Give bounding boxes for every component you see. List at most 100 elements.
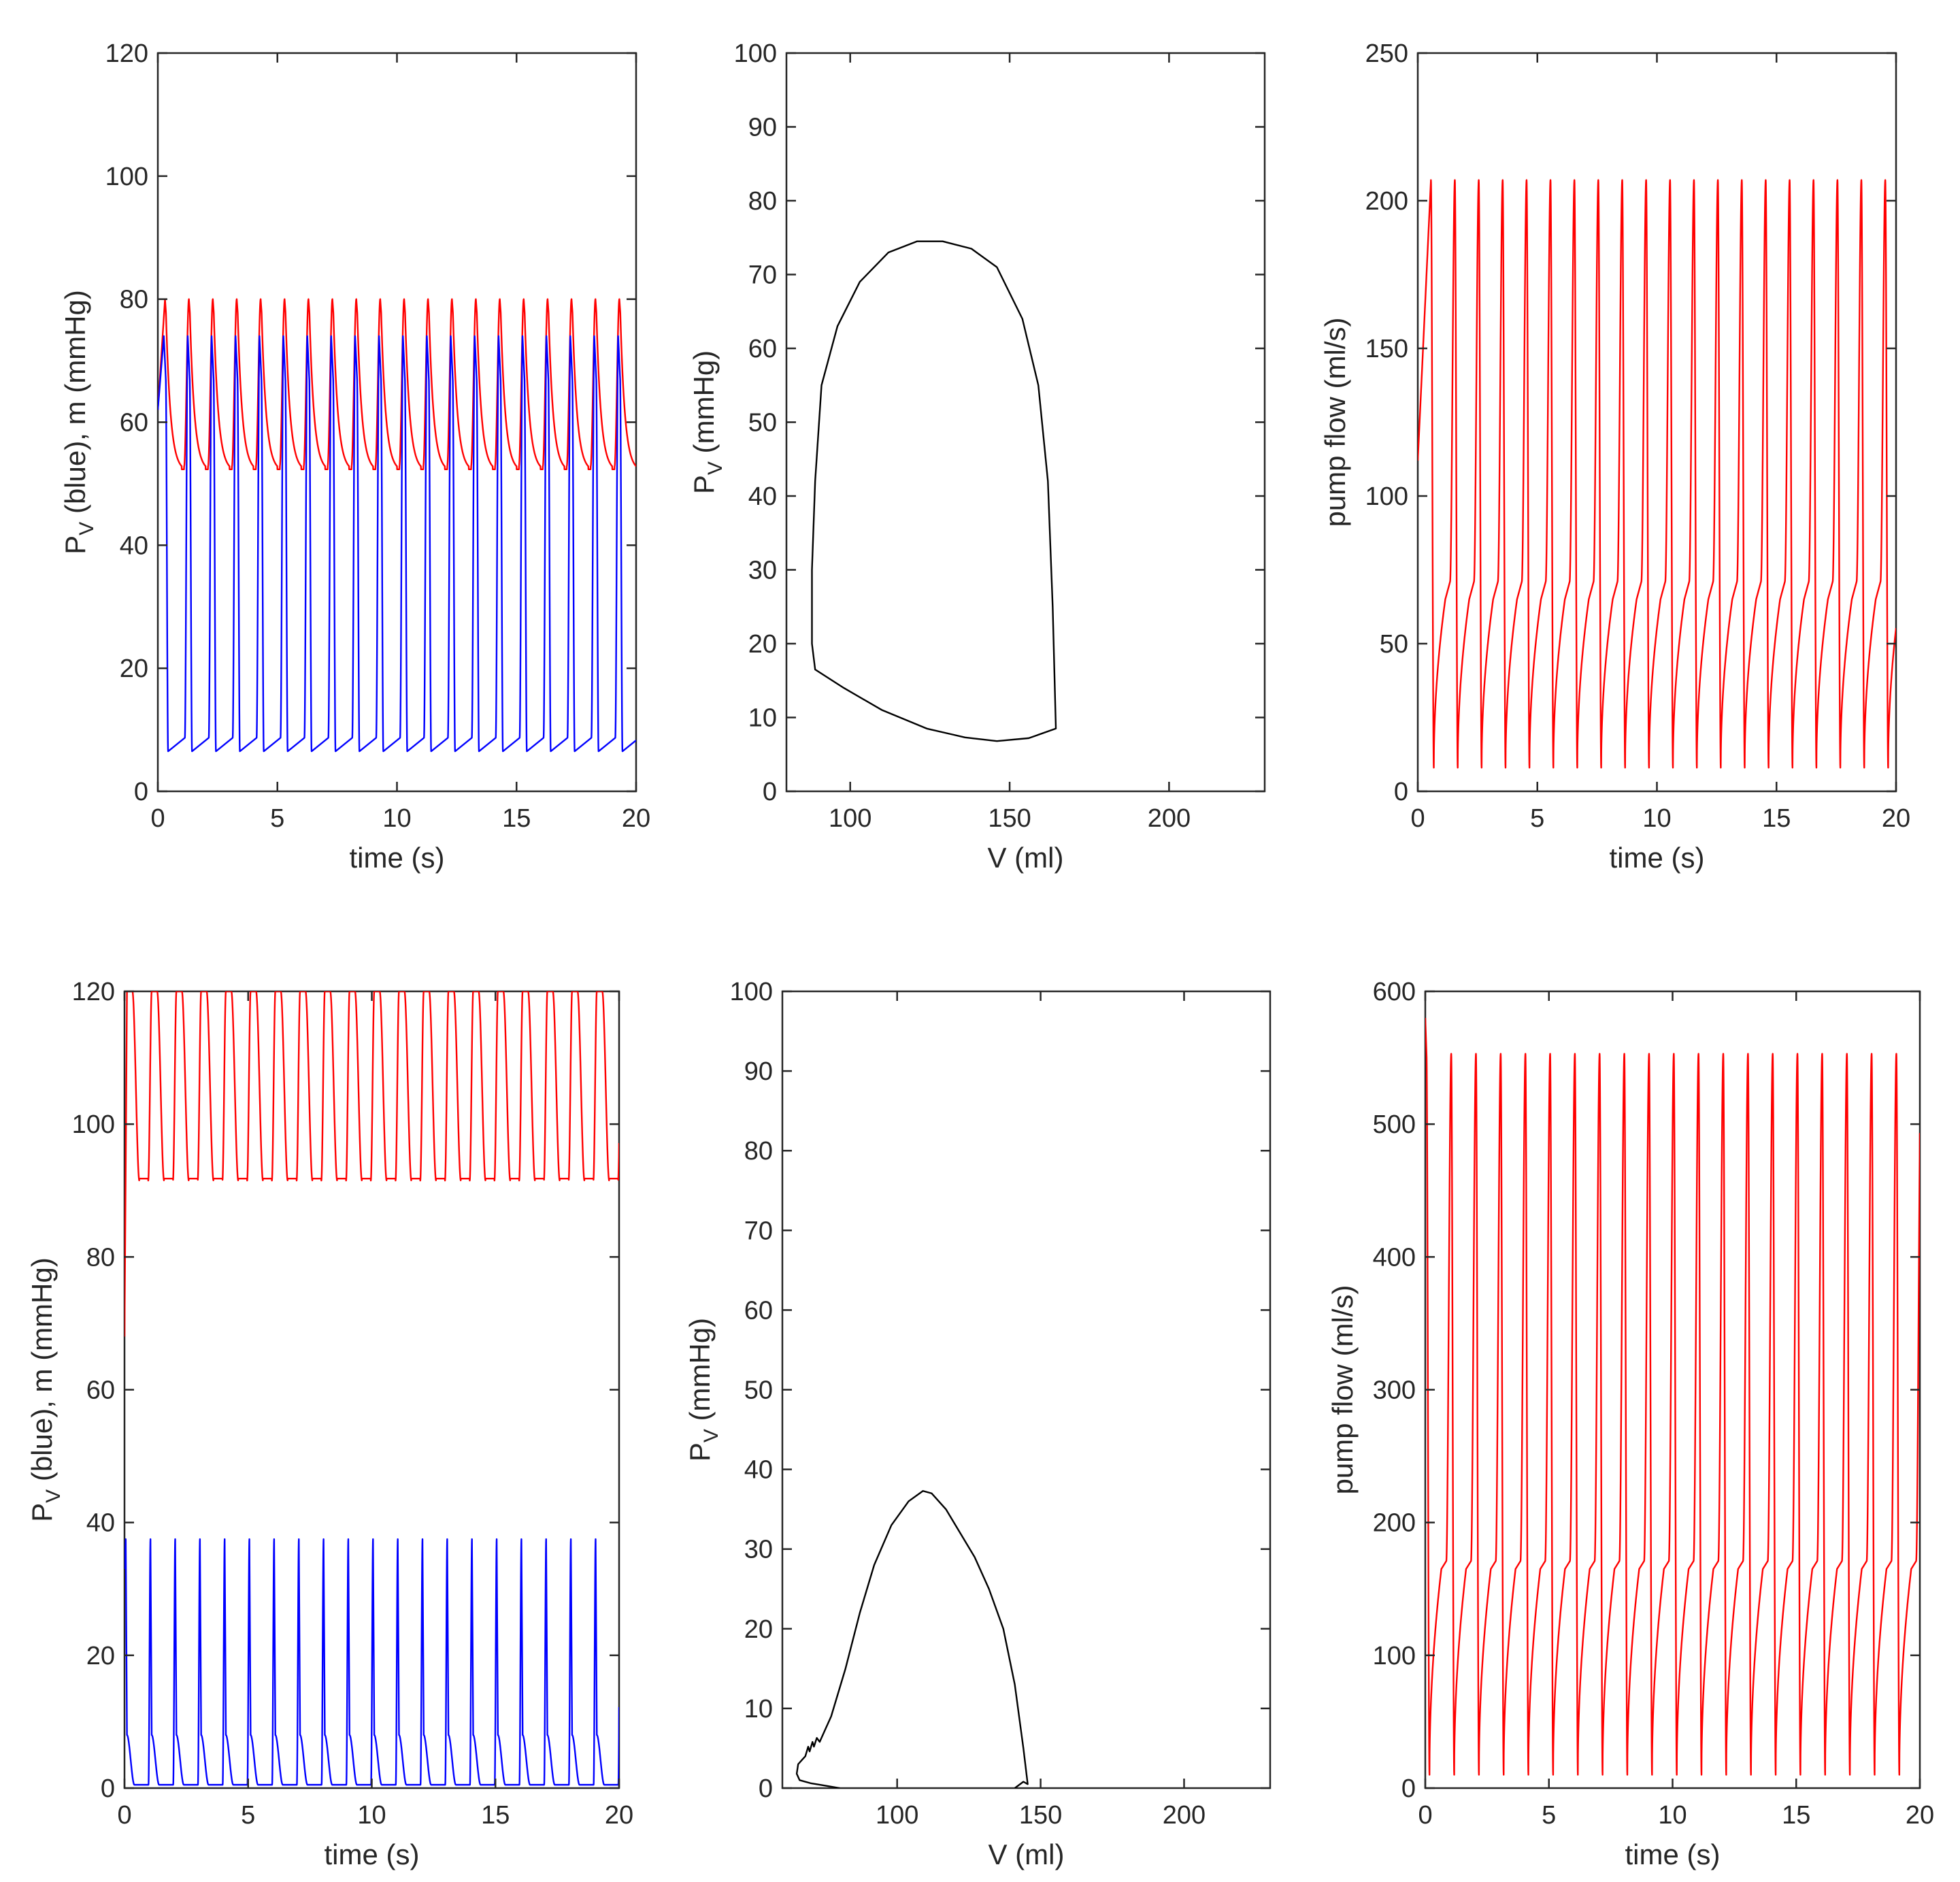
y-tick-label: 250 bbox=[1365, 39, 1408, 68]
y-tick-label: 70 bbox=[748, 261, 777, 290]
y-tick-label: 50 bbox=[1380, 630, 1408, 659]
y-tick-label: 30 bbox=[748, 557, 777, 585]
x-axis-title: time (s) bbox=[1610, 842, 1705, 874]
x-axis-title: V (ml) bbox=[989, 1838, 1065, 1870]
y-axis-title: PV (mmHg) bbox=[684, 1318, 722, 1462]
x-tick-label: 20 bbox=[1882, 804, 1910, 833]
y-axis-title: PV (blue), m (mmHg) bbox=[59, 290, 98, 555]
series-line-1 bbox=[1418, 179, 1896, 769]
x-tick-label: 10 bbox=[357, 1801, 386, 1830]
series-line-1 bbox=[811, 240, 1057, 742]
x-tick-label: 5 bbox=[241, 1801, 255, 1830]
series-line-1 bbox=[124, 991, 619, 1337]
x-tick-label: 150 bbox=[1019, 1801, 1062, 1830]
subplot-pv-loop-bottom: 100 150 200 0 10 20 30 40 50 60 70 80 90 100 V (ml) PV … bbox=[684, 978, 1272, 1870]
series-line-1 bbox=[1425, 1017, 1920, 1776]
x-tick-label: 10 bbox=[382, 804, 411, 833]
subplot-pv-pressure-time-bottom: 0 5 10 15 20 0 20 40 60 80 100 120 time (s) PV (blue)… bbox=[26, 978, 633, 1870]
y-axis-title: pump flow (ml/s) bbox=[1327, 1285, 1359, 1494]
subplot-pv-pressure-time-top: 0 5 10 15 20 0 20 40 60 80 100 120 time (s) PV (blue)… bbox=[59, 39, 650, 874]
series-line-1 bbox=[795, 1490, 1029, 1788]
y-tick-label: 80 bbox=[748, 187, 777, 216]
y-tick-label: 500 bbox=[1373, 1110, 1416, 1139]
x-axis-title: time (s) bbox=[350, 842, 445, 874]
y-tick-label: 100 bbox=[1365, 482, 1408, 511]
y-tick-label: 80 bbox=[744, 1137, 773, 1166]
y-tick-label: 60 bbox=[744, 1296, 773, 1325]
y-tick-label: 40 bbox=[120, 531, 148, 560]
x-tick-label: 15 bbox=[502, 804, 531, 833]
x-axis-title: time (s) bbox=[325, 1838, 420, 1870]
plot-area bbox=[1416, 52, 1897, 793]
x-tick-label: 200 bbox=[1163, 1801, 1206, 1830]
y-tick-label: 40 bbox=[86, 1509, 115, 1538]
x-tick-label: 150 bbox=[988, 804, 1031, 833]
x-tick-label: 0 bbox=[150, 804, 165, 833]
x-tick-label: 20 bbox=[1906, 1801, 1934, 1830]
y-tick-label: 40 bbox=[748, 482, 777, 511]
x-tick-label: 0 bbox=[1410, 804, 1425, 833]
y-tick-label: 200 bbox=[1365, 187, 1408, 216]
y-tick-label: 50 bbox=[744, 1376, 773, 1405]
x-tick-label: 15 bbox=[481, 1801, 510, 1830]
series-line-2 bbox=[158, 335, 636, 753]
x-tick-label: 10 bbox=[1642, 804, 1671, 833]
x-tick-label: 20 bbox=[605, 1801, 633, 1830]
plot-area bbox=[156, 52, 637, 793]
y-tick-label: 0 bbox=[1401, 1774, 1416, 1803]
y-tick-label: 70 bbox=[744, 1217, 773, 1245]
x-tick-label: 5 bbox=[270, 804, 284, 833]
y-axis-title: pump flow (ml/s) bbox=[1319, 317, 1351, 527]
y-tick-label: 0 bbox=[1394, 778, 1408, 806]
y-tick-label: 0 bbox=[101, 1774, 115, 1803]
x-tick-label: 200 bbox=[1148, 804, 1191, 833]
y-tick-label: 60 bbox=[86, 1376, 115, 1405]
y-tick-label: 20 bbox=[744, 1615, 773, 1644]
x-tick-label: 5 bbox=[1542, 1801, 1556, 1830]
x-axis-title: time (s) bbox=[1625, 1838, 1721, 1870]
x-tick-label: 20 bbox=[622, 804, 650, 833]
x-tick-label: 10 bbox=[1658, 1801, 1687, 1830]
y-tick-label: 100 bbox=[1373, 1642, 1416, 1670]
y-tick-label: 20 bbox=[86, 1642, 115, 1670]
y-tick-label: 400 bbox=[1373, 1243, 1416, 1272]
x-tick-label: 100 bbox=[829, 804, 871, 833]
y-tick-label: 90 bbox=[744, 1057, 773, 1086]
series-line-1 bbox=[158, 298, 636, 471]
y-axis-title: PV (blue), m (mmHg) bbox=[26, 1257, 65, 1522]
y-tick-label: 20 bbox=[120, 655, 148, 683]
y-tick-label: 0 bbox=[134, 778, 148, 806]
y-tick-label: 100 bbox=[105, 163, 148, 191]
y-tick-label: 30 bbox=[744, 1536, 773, 1564]
series-line-2 bbox=[124, 1538, 619, 1786]
plot-area bbox=[781, 990, 1272, 1789]
y-tick-label: 10 bbox=[748, 704, 777, 733]
x-axis-title: V (ml) bbox=[988, 842, 1064, 874]
y-tick-label: 60 bbox=[748, 335, 777, 363]
y-tick-label: 0 bbox=[759, 1774, 773, 1803]
x-tick-label: 15 bbox=[1762, 804, 1791, 833]
x-tick-label: 5 bbox=[1530, 804, 1544, 833]
y-tick-label: 50 bbox=[748, 409, 777, 438]
y-tick-label: 40 bbox=[744, 1456, 773, 1485]
y-tick-label: 600 bbox=[1373, 978, 1416, 1006]
subplot-pv-loop-top: 100 150 200 0 10 20 30 40 50 60 70 80 90 100 V (ml) PV … bbox=[688, 39, 1266, 874]
x-tick-label: 15 bbox=[1782, 1801, 1810, 1830]
y-tick-label: 120 bbox=[105, 39, 148, 68]
y-tick-label: 90 bbox=[748, 114, 777, 142]
x-tick-label: 100 bbox=[876, 1801, 918, 1830]
y-tick-label: 0 bbox=[763, 778, 777, 806]
plot-area bbox=[785, 52, 1266, 793]
y-tick-label: 80 bbox=[120, 286, 148, 314]
x-tick-label: 0 bbox=[117, 1801, 131, 1830]
y-tick-label: 100 bbox=[72, 1110, 115, 1139]
y-tick-label: 200 bbox=[1373, 1509, 1416, 1538]
y-tick-label: 100 bbox=[730, 978, 773, 1006]
y-tick-label: 20 bbox=[748, 630, 777, 659]
y-tick-label: 80 bbox=[86, 1243, 115, 1272]
y-tick-label: 60 bbox=[120, 409, 148, 438]
y-tick-label: 300 bbox=[1373, 1376, 1416, 1405]
